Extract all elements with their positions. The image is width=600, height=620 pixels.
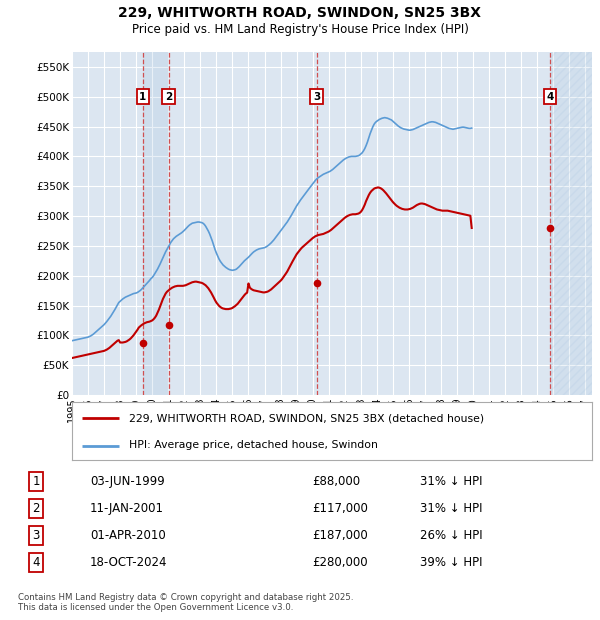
- Text: 1: 1: [32, 475, 40, 488]
- Bar: [550, 52, 592, 395]
- Text: Contains HM Land Registry data © Crown copyright and database right 2025.
This d: Contains HM Land Registry data © Crown c…: [18, 593, 353, 612]
- Text: 11-JAN-2001: 11-JAN-2001: [90, 502, 164, 515]
- Text: HPI: Average price, detached house, Swindon: HPI: Average price, detached house, Swin…: [129, 440, 378, 451]
- Text: 229, WHITWORTH ROAD, SWINDON, SN25 3BX (detached house): 229, WHITWORTH ROAD, SWINDON, SN25 3BX (…: [129, 414, 484, 423]
- Text: £187,000: £187,000: [312, 529, 368, 542]
- Text: 26% ↓ HPI: 26% ↓ HPI: [420, 529, 482, 542]
- Text: 2: 2: [165, 92, 172, 102]
- Text: 01-APR-2010: 01-APR-2010: [90, 529, 166, 542]
- Text: £88,000: £88,000: [312, 475, 360, 488]
- Text: 31% ↓ HPI: 31% ↓ HPI: [420, 475, 482, 488]
- Text: 2: 2: [32, 502, 40, 515]
- Text: Price paid vs. HM Land Registry's House Price Index (HPI): Price paid vs. HM Land Registry's House …: [131, 23, 469, 36]
- Text: 03-JUN-1999: 03-JUN-1999: [90, 475, 165, 488]
- Text: £280,000: £280,000: [312, 556, 368, 569]
- Text: 31% ↓ HPI: 31% ↓ HPI: [420, 502, 482, 515]
- Text: 3: 3: [32, 529, 40, 542]
- Text: £117,000: £117,000: [312, 502, 368, 515]
- Text: 39% ↓ HPI: 39% ↓ HPI: [420, 556, 482, 569]
- Text: 3: 3: [313, 92, 320, 102]
- Text: 18-OCT-2024: 18-OCT-2024: [90, 556, 167, 569]
- Text: 1: 1: [139, 92, 146, 102]
- Text: 4: 4: [547, 92, 554, 102]
- Text: 4: 4: [32, 556, 40, 569]
- Bar: [143, 52, 169, 395]
- Text: 229, WHITWORTH ROAD, SWINDON, SN25 3BX: 229, WHITWORTH ROAD, SWINDON, SN25 3BX: [119, 6, 482, 20]
